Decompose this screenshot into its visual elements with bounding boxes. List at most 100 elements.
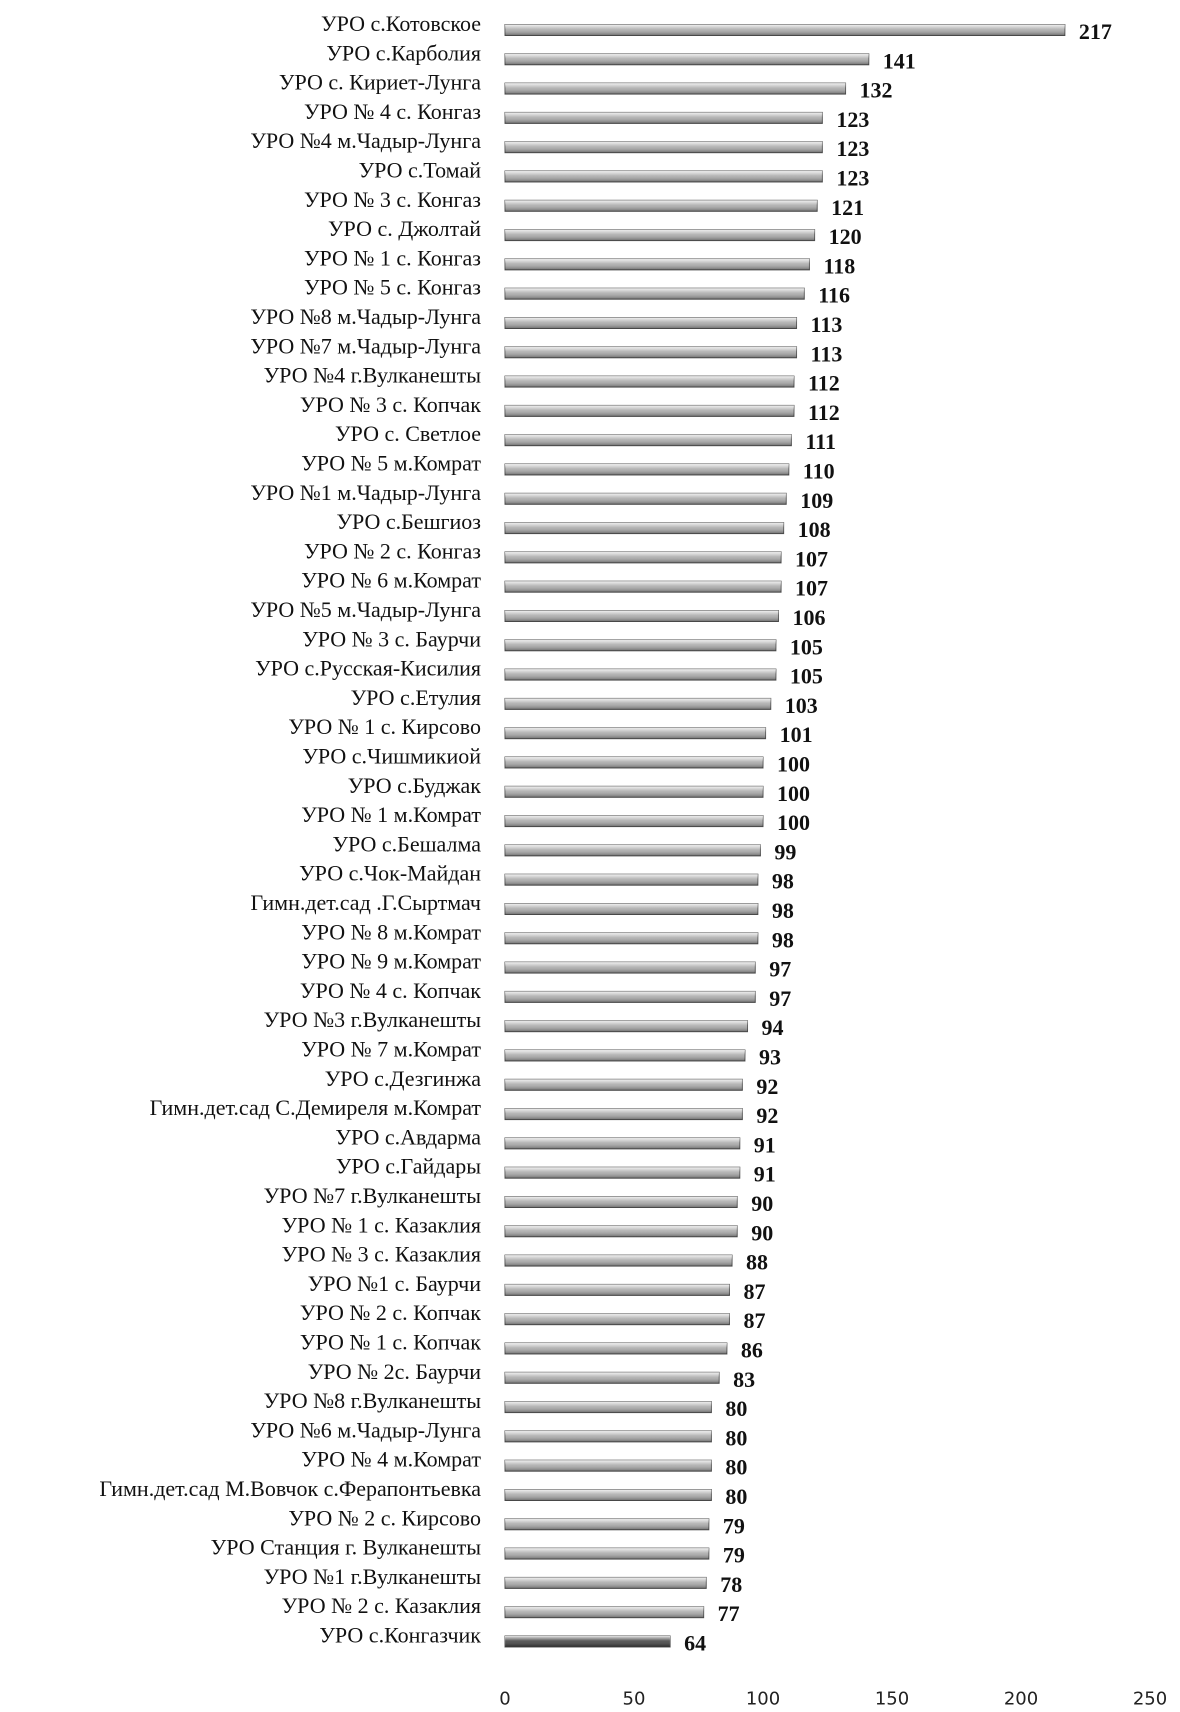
bar-shine (505, 1372, 720, 1384)
y-tick-label: УРО с.Карболия (326, 40, 481, 65)
value-label: 123 (836, 166, 869, 191)
value-label: 141 (883, 48, 916, 73)
bar-shine (505, 1020, 748, 1032)
y-tick-label: УРО с. Джолтай (328, 216, 481, 241)
bar-shine (505, 493, 787, 505)
y-tick-label: УРО с.Томай (359, 158, 482, 183)
y-tick-label: УРО с.Русская-Кисилия (255, 656, 481, 681)
y-tick-label: УРО № 2 с. Казаклия (282, 1593, 481, 1618)
y-tick-label: УРО № 1 с. Копчак (300, 1330, 481, 1355)
bar-shine (505, 83, 846, 95)
bar-shine (505, 317, 797, 329)
bar-shine (505, 1636, 671, 1647)
value-label: 100 (777, 752, 810, 777)
value-label: 113 (811, 341, 843, 366)
y-tick-label: УРО №7 г.Вулканешты (264, 1183, 482, 1208)
x-tick-label: 250 (1133, 1689, 1167, 1710)
bar-shine (505, 200, 818, 212)
y-tick-label: УРО № 2 с. Копчак (300, 1300, 481, 1325)
bar-shine (505, 551, 782, 563)
value-label: 94 (762, 1015, 784, 1040)
bar-shine (505, 639, 776, 651)
bar-shine (505, 1518, 709, 1530)
x-tick-label: 0 (499, 1689, 510, 1710)
value-label: 108 (798, 517, 831, 542)
value-label: 92 (756, 1103, 778, 1128)
value-label: 109 (800, 488, 833, 513)
y-tick-label: УРО с.Бешгиоз (336, 509, 481, 534)
y-tick-label: УРО с.Етулия (351, 685, 481, 710)
value-label: 92 (756, 1074, 778, 1099)
y-tick-label: УРО с.Гайдары (336, 1154, 481, 1179)
bar-shine (505, 258, 810, 270)
value-label: 132 (860, 78, 893, 103)
bar-shine (505, 24, 1065, 36)
y-tick-label: УРО № 3 с. Копчак (300, 392, 481, 417)
y-tick-label: УРО с.Бешалма (332, 831, 481, 856)
y-tick-label: УРО № 4 с. Конгаз (304, 99, 481, 124)
bar-shine (505, 1313, 730, 1325)
bar-shine (505, 727, 766, 739)
y-tick-label: УРО № 2с. Баурчи (308, 1359, 482, 1384)
bar-shine (505, 1460, 712, 1472)
x-tick-label: 50 (623, 1689, 646, 1710)
bar-shine (505, 1255, 733, 1267)
value-label: 88 (746, 1250, 768, 1275)
value-label: 98 (772, 869, 794, 894)
y-tick-label: УРО №5 м.Чадыр-Лунга (250, 597, 481, 622)
y-tick-label: УРО с.Чишмикиой (302, 744, 481, 769)
y-tick-label: УРО № 8 м.Комрат (301, 919, 481, 944)
y-tick-label: УРО № 4 с. Копчак (300, 978, 481, 1003)
bar-shine (505, 1430, 712, 1442)
y-tick-label: УРО № 1 с. Кирсово (288, 714, 481, 739)
y-tick-label: УРО №4 г.Вулканешты (264, 363, 482, 388)
value-label: 112 (808, 400, 840, 425)
value-label: 98 (772, 927, 794, 952)
value-label: 116 (818, 283, 850, 308)
value-label: 110 (803, 459, 835, 484)
y-tick-label: УРО Станция г. Вулканешты (211, 1535, 482, 1560)
value-label: 78 (720, 1572, 742, 1597)
bar-shine (505, 346, 797, 358)
y-tick-label: Гимн.дет.сад С.Демиреля м.Комрат (150, 1095, 482, 1120)
bar-shine (505, 434, 792, 446)
y-tick-label: УРО № 9 м.Комрат (301, 949, 481, 974)
value-label: 97 (769, 957, 791, 982)
value-label: 217 (1079, 19, 1112, 44)
bar-shine (505, 991, 756, 1003)
bar-shine (505, 229, 815, 241)
y-tick-label: УРО №4 м.Чадыр-Лунга (250, 128, 481, 153)
value-label: 107 (795, 546, 828, 571)
bar-shine (505, 1343, 727, 1354)
y-tick-label: УРО с.Котовское (321, 11, 481, 36)
x-tick-label: 150 (875, 1689, 909, 1710)
x-tick-label: 100 (746, 1689, 780, 1710)
bar-shine (505, 903, 758, 915)
bar-shine (505, 1079, 743, 1091)
y-tick-label: УРО №1 г.Вулканешты (264, 1564, 482, 1589)
bar-shine (505, 874, 758, 886)
value-label: 105 (790, 664, 823, 689)
y-tick-label: УРО № 1 с. Казаклия (282, 1212, 481, 1237)
value-label: 90 (751, 1220, 773, 1245)
bar-shine (505, 1050, 745, 1061)
value-label: 123 (836, 136, 869, 161)
bar-shine (505, 786, 763, 798)
value-label: 113 (811, 312, 843, 337)
bar-shine (505, 1225, 738, 1237)
y-tick-label: УРО с.Чок-Майдан (299, 861, 481, 886)
value-label: 86 (741, 1338, 763, 1363)
value-label: 103 (785, 693, 818, 718)
value-label: 91 (754, 1162, 776, 1187)
bar-shine (505, 405, 794, 417)
bar-shine (505, 53, 869, 65)
bar-shine (505, 1401, 712, 1413)
y-tick-label: УРО №6 м.Чадыр-Лунга (250, 1417, 481, 1442)
y-tick-label: УРО №7 м.Чадыр-Лунга (250, 333, 481, 358)
value-label: 101 (780, 722, 813, 747)
bar-shine (505, 288, 805, 300)
value-label: 120 (829, 224, 862, 249)
bar-shine (505, 844, 761, 856)
value-label: 80 (725, 1425, 747, 1450)
